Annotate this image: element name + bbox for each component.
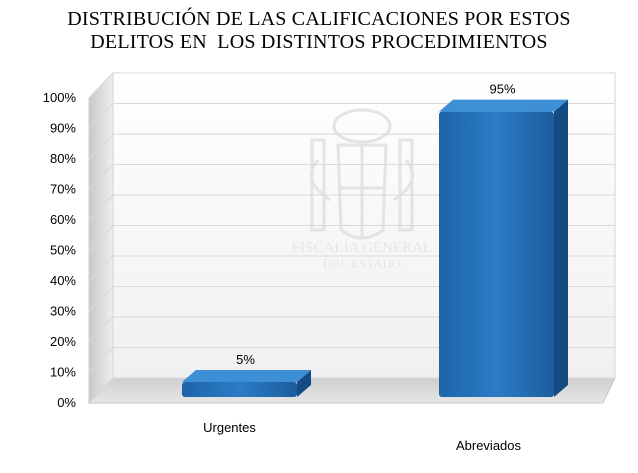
data-label: 5% bbox=[236, 352, 255, 367]
chart-title-line-2: DELITOS EN LOS DISTINTOS PROCEDIMIENTOS bbox=[90, 31, 548, 53]
y-tick-label: 10% bbox=[50, 365, 76, 380]
bar-top bbox=[182, 369, 311, 382]
gridline-side bbox=[88, 255, 114, 282]
bar: 5% bbox=[182, 352, 311, 397]
chart-title-line-1: DISTRIBUCIÓN DE LAS CALIFICACIONES POR E… bbox=[67, 8, 571, 30]
y-tick-label: 50% bbox=[50, 243, 76, 258]
gridline-side bbox=[88, 347, 114, 373]
bar-front bbox=[439, 111, 554, 397]
gridline-side bbox=[88, 103, 114, 129]
gridline-side bbox=[88, 286, 114, 312]
watermark-seal: FISCALÍA GENERAL DEL ESTADO bbox=[292, 108, 432, 271]
bar-top bbox=[439, 99, 568, 112]
data-label: 95% bbox=[489, 82, 515, 97]
gridline-side bbox=[88, 316, 114, 343]
y-tick-label: 40% bbox=[50, 273, 76, 288]
gridline-side bbox=[88, 133, 114, 160]
gridline-side bbox=[88, 164, 114, 190]
bar: 95% bbox=[439, 82, 568, 397]
bar-side bbox=[554, 99, 568, 397]
gridline-side bbox=[88, 194, 114, 221]
coat-of-arms-watermark bbox=[309, 108, 415, 240]
y-tick-label: 80% bbox=[50, 151, 76, 166]
gridline-side bbox=[88, 72, 114, 99]
gridline-side bbox=[88, 377, 114, 404]
y-tick-label: 90% bbox=[50, 121, 76, 136]
bar-side bbox=[297, 369, 311, 397]
bar-front bbox=[182, 381, 297, 397]
watermark-line-2: DEL ESTADO bbox=[323, 256, 401, 271]
y-tick-label: 20% bbox=[50, 334, 76, 349]
y-tick-label: 0% bbox=[57, 395, 76, 410]
y-tick-label: 60% bbox=[50, 212, 76, 227]
watermark-line-1: FISCALÍA GENERAL bbox=[292, 239, 432, 256]
y-tick-label: 30% bbox=[50, 304, 76, 319]
y-tick-label: 70% bbox=[50, 182, 76, 197]
y-tick-label: 100% bbox=[43, 90, 77, 105]
x-tick-label: Abreviados bbox=[456, 438, 522, 453]
x-tick-label: Urgentes bbox=[203, 420, 256, 435]
gridline-side bbox=[88, 225, 114, 251]
